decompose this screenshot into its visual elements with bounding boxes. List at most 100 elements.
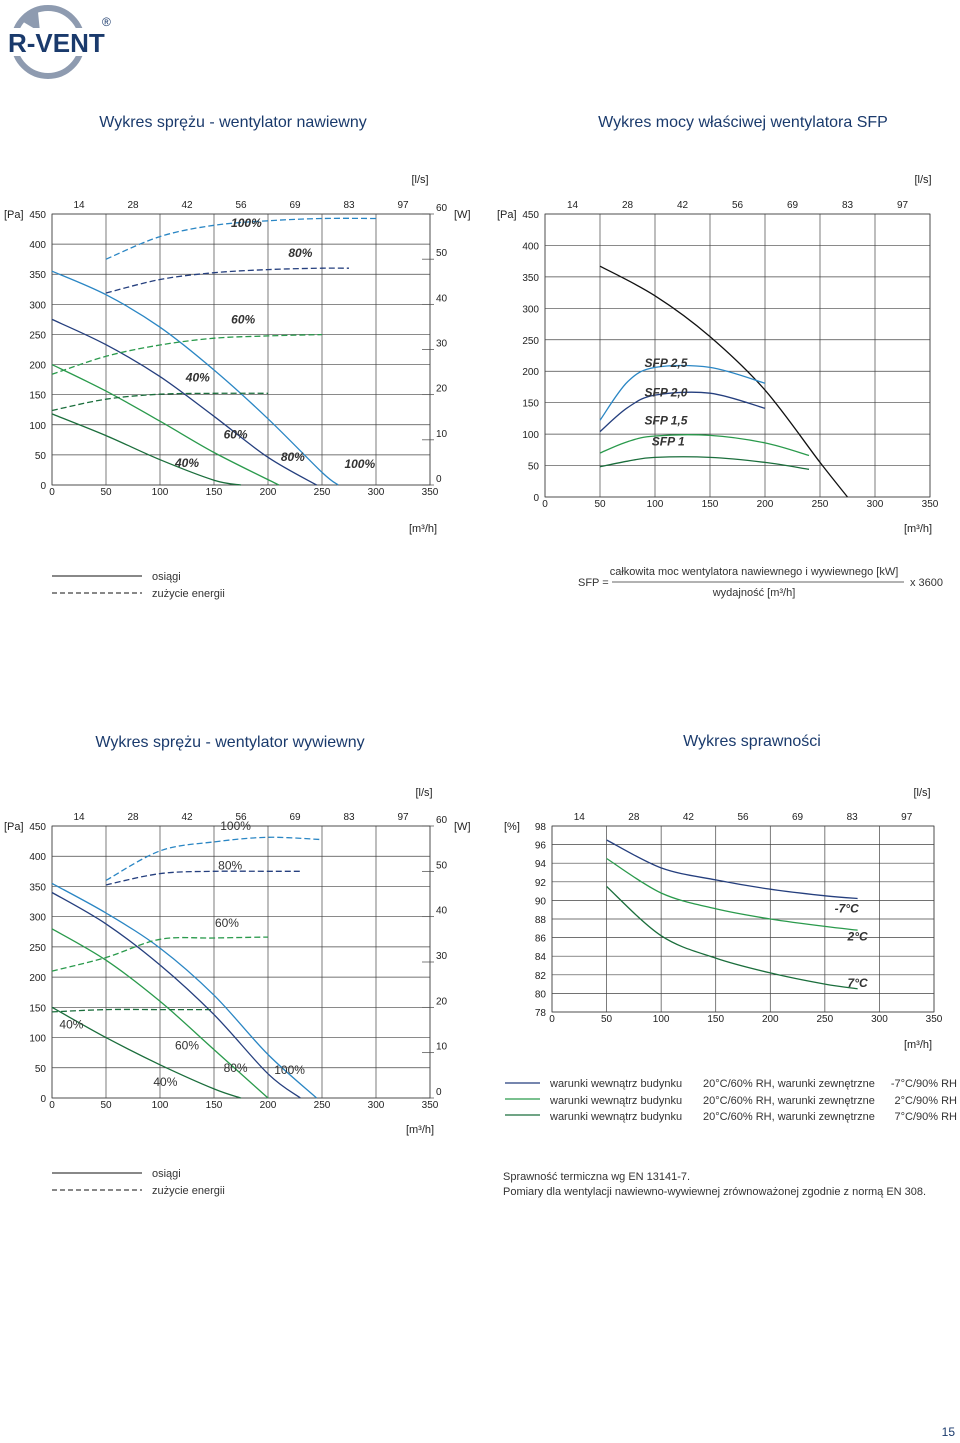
c3-ytick-2: 100 bbox=[29, 1034, 46, 1045]
eff-legend-b-3: 20°C/60% RH, warunki zewnętrzne bbox=[703, 1111, 875, 1123]
c2-xtick-2: 100 bbox=[647, 499, 664, 510]
c1-ytick-1: 50 bbox=[35, 451, 47, 462]
c2-x2tick-3: 56 bbox=[732, 200, 744, 211]
c2-x2-unit: [l/s] bbox=[914, 174, 931, 186]
c2-xtick-5: 250 bbox=[812, 499, 829, 510]
c1-y2tick-4: 40 bbox=[436, 293, 448, 304]
c3-series-3-solid bbox=[51, 1006, 242, 1099]
c3-y2tick-3: 30 bbox=[436, 951, 448, 962]
chart-sfp: 0 50 100 150 200 250 300 350 0 50 100 150 200 250 300 3… bbox=[497, 174, 939, 535]
c2-ytick-3: 150 bbox=[522, 399, 539, 410]
c1-ytick-8: 400 bbox=[29, 240, 46, 251]
c2-x2tick-1: 28 bbox=[622, 200, 634, 211]
chart-exhaust-pressure: 0 50 100 150 200 250 300 3500501001502002503003… bbox=[4, 787, 471, 1136]
c3-ytick-0: 0 bbox=[40, 1094, 46, 1105]
c1-ytick-5: 250 bbox=[29, 330, 46, 341]
c2-x2tick-2: 42 bbox=[677, 200, 689, 211]
chart4-title: Wykres sprawności bbox=[683, 733, 821, 750]
c1-curve-label-5: 40% bbox=[174, 456, 199, 470]
c2-xtick-6: 300 bbox=[867, 499, 884, 510]
c3-y2tick-2: 20 bbox=[436, 996, 448, 1007]
legend-top: osiągi zużycie energii bbox=[52, 571, 225, 600]
c1-xtick-4: 200 bbox=[260, 487, 277, 498]
c3-grid bbox=[51, 825, 431, 1099]
c1-y2tick-5: 50 bbox=[436, 248, 448, 259]
c1-ytick-6: 300 bbox=[29, 300, 46, 311]
c3-curve-label-3: 40% bbox=[59, 1017, 83, 1031]
c4-ytick-10: 98 bbox=[535, 822, 547, 833]
c4-y-unit: [%] bbox=[504, 821, 520, 833]
c4-ytick-5: 88 bbox=[535, 915, 547, 926]
c3-ytick-5: 250 bbox=[29, 943, 46, 954]
eff-legend-b-1: 20°C/60% RH, warunki zewnętrzne bbox=[703, 1078, 875, 1090]
c1-xtick-1: 50 bbox=[100, 487, 112, 498]
c1-x2-unit: [l/s] bbox=[411, 174, 428, 186]
chart1-title: Wykres sprężu - wentylator nawiewny bbox=[99, 114, 367, 131]
c2-ytick-4: 200 bbox=[522, 367, 539, 378]
c3-x2tick-3: 56 bbox=[235, 812, 247, 823]
eff-legend-b-2: 20°C/60% RH, warunki zewnętrzne bbox=[703, 1095, 875, 1107]
c2-series-0-solid bbox=[599, 265, 849, 498]
c1-series-3-solid bbox=[51, 413, 242, 486]
c4-ytick-0: 78 bbox=[535, 1008, 547, 1019]
c3-series-5-dashed bbox=[105, 870, 301, 886]
eff-legend-a-2: warunki wewnątrz budynku bbox=[549, 1095, 682, 1107]
c1-curve-label-1: 80% bbox=[288, 246, 312, 260]
c2-ytick-0: 0 bbox=[533, 493, 539, 504]
c1-curve-label-3: 40% bbox=[185, 370, 210, 384]
c3-x2tick-0: 14 bbox=[73, 812, 85, 823]
c2-ytick-1: 50 bbox=[528, 462, 540, 473]
c1-y2tick-0: 0 bbox=[436, 474, 442, 485]
c2-xtick-3: 150 bbox=[702, 499, 719, 510]
c1-curve-label-4: 60% bbox=[224, 428, 248, 442]
logo-text-bg bbox=[6, 28, 106, 56]
sfp-denominator: wydajność [m³/h] bbox=[712, 587, 796, 599]
c1-y2tick-1: 10 bbox=[436, 429, 448, 440]
c1-plot-frame bbox=[51, 213, 431, 486]
logo-arrow-icon bbox=[20, 12, 40, 32]
c4-x2tick-6: 97 bbox=[901, 812, 913, 823]
c1-xtick-2: 100 bbox=[152, 487, 169, 498]
c1-x2tick-6: 97 bbox=[397, 200, 409, 211]
c3-ytick-6: 300 bbox=[29, 913, 46, 924]
c3-xtick-1: 50 bbox=[100, 1100, 112, 1111]
logo-registered-mark: ® bbox=[102, 15, 111, 29]
c3-xtick-7: 350 bbox=[422, 1100, 439, 1111]
c2-xtick-1: 50 bbox=[594, 499, 606, 510]
c2-xtick-7: 350 bbox=[922, 499, 939, 510]
c2-x2tick-4: 69 bbox=[787, 200, 799, 211]
c2-grid bbox=[544, 213, 931, 498]
c3-ytick-4: 200 bbox=[29, 973, 46, 984]
c3-series-0-solid bbox=[51, 882, 318, 1099]
c3-x2tick-4: 69 bbox=[289, 812, 301, 823]
c2-ytick-6: 300 bbox=[522, 304, 539, 315]
c3-ytick-9: 450 bbox=[29, 822, 46, 833]
chart2-title: Wykres mocy właściwej wentylatora SFP bbox=[598, 114, 888, 131]
c2-x-unit: [m³/h] bbox=[904, 523, 932, 535]
legend2-solid-label: osiągi bbox=[152, 1168, 181, 1180]
c4-xtick-4: 200 bbox=[762, 1014, 779, 1025]
c3-y2tick-1: 10 bbox=[436, 1042, 448, 1053]
c1-ytick-4: 200 bbox=[29, 361, 46, 372]
c2-ytick-2: 100 bbox=[522, 430, 539, 441]
note-line-1: Sprawność termiczna wg EN 13141-7. bbox=[503, 1171, 690, 1183]
efficiency-legend: warunki wewnątrz budynku 20°C/60% RH, wa… bbox=[505, 1078, 957, 1123]
note-line-2: Pomiary dla wentylacji nawiewno-wywiewne… bbox=[503, 1186, 926, 1198]
c3-ytick-8: 400 bbox=[29, 852, 46, 863]
c3-series-7-dashed bbox=[51, 1008, 214, 1013]
eff-legend-a-1: warunki wewnątrz budynku bbox=[549, 1078, 682, 1090]
logo-text: R-VENT bbox=[8, 28, 105, 58]
c3-xtick-6: 300 bbox=[368, 1100, 385, 1111]
eff-legend-c-3: 7°C/90% RH bbox=[895, 1111, 958, 1123]
c2-ytick-8: 400 bbox=[522, 241, 539, 252]
eff-legend-a-3: warunki wewnątrz budynku bbox=[549, 1111, 682, 1123]
c3-x-unit: [m³/h] bbox=[406, 1124, 434, 1136]
c1-xtick-0: 0 bbox=[49, 487, 55, 498]
c1-y-unit: [Pa] bbox=[4, 209, 24, 221]
c3-x2tick-2: 42 bbox=[181, 812, 193, 823]
c1-curve-label-2: 60% bbox=[231, 313, 255, 327]
c2-series-4-solid bbox=[599, 456, 810, 470]
c1-series-6-dashed bbox=[51, 333, 323, 375]
c3-xtick-2: 100 bbox=[152, 1100, 169, 1111]
c1-x-unit: [m³/h] bbox=[409, 523, 437, 535]
